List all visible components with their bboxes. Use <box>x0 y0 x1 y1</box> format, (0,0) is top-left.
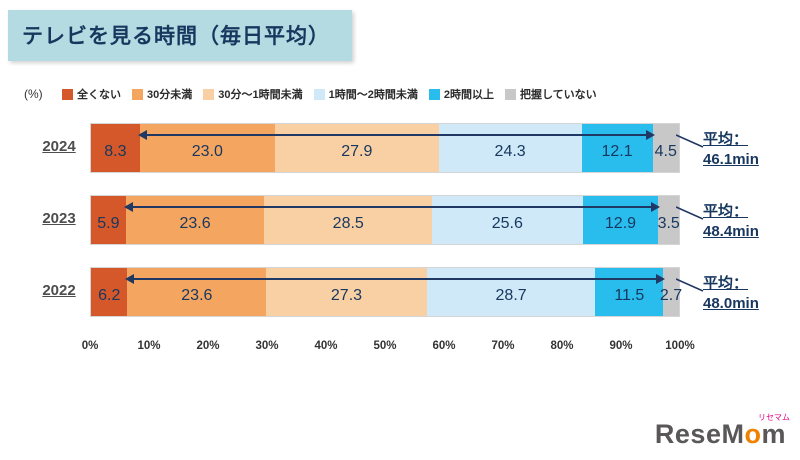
x-tick: 60% <box>432 340 456 352</box>
logo-letter: e <box>705 419 722 449</box>
legend-label: 30分～1時間未満 <box>218 89 303 101</box>
range-arrow <box>123 202 661 212</box>
segment-value: 23.6 <box>181 286 213 304</box>
x-tick: 70% <box>491 340 515 352</box>
bar-segment: 12.9 <box>582 196 659 244</box>
legend-item: 1時間～2時間未満 <box>313 86 418 102</box>
logo-letter: M <box>721 419 745 449</box>
logo-letter: s <box>690 419 706 449</box>
segment-value: 25.6 <box>491 214 523 232</box>
segment-value: 12.1 <box>601 142 633 160</box>
segment-value: 28.5 <box>332 214 364 232</box>
bar-segment: 23.0 <box>139 124 275 172</box>
average-prefix: 平均： <box>703 131 749 148</box>
legend-swatch <box>203 88 215 100</box>
bar-segment: 8.3 <box>91 124 140 172</box>
legend-item: 全くない <box>62 86 121 102</box>
average-label-2023: 平均： 48.4min <box>703 202 791 241</box>
x-tick: 10% <box>137 340 161 352</box>
segment-value: 3.5 <box>657 214 680 232</box>
bar-segment: 27.3 <box>266 268 427 316</box>
average-connector-line <box>676 206 704 220</box>
page-title: テレビを見る時間（毎日平均） <box>8 10 352 61</box>
average-value: 46.1min <box>703 150 759 168</box>
segment-value: 23.6 <box>179 214 211 232</box>
legend-item: 30分未満 <box>132 86 192 102</box>
x-tick: 0% <box>81 340 99 352</box>
legend-swatch <box>62 88 73 100</box>
bar-segment: 3.5 <box>657 196 680 244</box>
segment-value: 28.7 <box>495 286 527 304</box>
resemom-logo: ReseMom リセマム <box>654 413 790 450</box>
logo-letter: e <box>674 419 691 449</box>
logo-letter: o <box>744 419 762 449</box>
x-tick: 40% <box>314 340 338 352</box>
average-prefix: 平均： <box>703 275 749 292</box>
average-value: 48.0min <box>703 294 759 312</box>
legend-label: 全くない <box>77 89 121 101</box>
legend-label: 2時間以上 <box>443 89 494 101</box>
legend-swatch <box>504 88 516 100</box>
x-tick: 30% <box>255 340 279 352</box>
range-arrow <box>137 130 655 140</box>
segment-value: 27.9 <box>341 142 373 160</box>
unit-label: (%) <box>24 87 43 101</box>
segment-value: 2.7 <box>659 286 683 304</box>
x-tick: 100% <box>665 340 695 352</box>
page-title-text: テレビを見る時間（毎日平均） <box>22 25 330 48</box>
year-label-2024: 2024 <box>42 138 76 155</box>
segment-value: 24.3 <box>494 142 526 160</box>
logo-letter: m <box>761 419 786 449</box>
bar-row-2023: 5.9 23.6 28.5 25.6 12.9 3.5 <box>90 195 680 245</box>
bar-segment: 6.2 <box>91 268 128 316</box>
average-connector-line <box>676 134 704 148</box>
bar-segment: 12.1 <box>581 124 653 172</box>
x-tick: 50% <box>373 340 397 352</box>
legend-label: 把握していない <box>519 89 597 101</box>
bar-segment: 25.6 <box>432 196 583 244</box>
legend-item: 30分～1時間未満 <box>203 86 303 102</box>
average-prefix: 平均： <box>703 203 749 220</box>
segment-value: 5.9 <box>97 214 120 232</box>
x-tick: 80% <box>550 340 574 352</box>
bar-row-2022: 6.2 23.6 27.3 28.7 11.5 2.7 <box>90 267 683 317</box>
legend-item: 2時間以上 <box>428 86 494 102</box>
bar-segment: 5.9 <box>91 196 126 244</box>
segment-value: 27.3 <box>330 286 363 304</box>
bar-segment: 23.6 <box>127 268 267 316</box>
x-tick: 90% <box>609 340 633 352</box>
x-tick: 20% <box>196 340 220 352</box>
logo-letter: R <box>654 419 675 449</box>
bar-segment: 24.3 <box>438 124 582 172</box>
bar-row-2024: 8.3 23.0 27.9 24.3 12.1 4.5 <box>90 123 680 173</box>
legend-swatch <box>313 88 325 100</box>
bar-segment: 28.5 <box>264 196 433 244</box>
segment-value: 8.3 <box>104 142 127 160</box>
legend-label: 30分未満 <box>147 89 193 101</box>
average-label-2024: 平均： 46.1min <box>703 130 791 169</box>
year-label-2022: 2022 <box>42 282 76 299</box>
legend: 全くない 30分未満 30分～1時間未満 1時間～2時間未満 2時間以上 把握していない <box>62 86 597 102</box>
bar-segment: 4.5 <box>652 124 679 172</box>
bar-segment: 2.7 <box>659 268 683 316</box>
range-arrow <box>125 274 665 284</box>
segment-value: 4.5 <box>654 142 677 160</box>
legend-swatch <box>428 88 440 100</box>
segment-value: 11.5 <box>614 286 645 304</box>
legend-item: 把握していない <box>504 86 597 102</box>
bar-segment: 11.5 <box>595 268 664 316</box>
bar-segment: 28.7 <box>426 268 596 316</box>
bar-segment: 27.9 <box>274 124 439 172</box>
logo-ruby-text: リセマム <box>758 413 790 422</box>
segment-value: 12.9 <box>604 214 637 232</box>
legend-label: 1時間～2時間未満 <box>328 89 418 101</box>
average-connector-line <box>676 278 704 292</box>
average-value: 48.4min <box>703 222 759 240</box>
segment-value: 6.2 <box>98 286 121 304</box>
legend-swatch <box>132 88 143 100</box>
bar-segment: 23.6 <box>125 196 265 244</box>
year-label-2023: 2023 <box>42 210 76 227</box>
segment-value: 23.0 <box>191 142 223 160</box>
average-label-2022: 平均： 48.0min <box>703 274 791 313</box>
